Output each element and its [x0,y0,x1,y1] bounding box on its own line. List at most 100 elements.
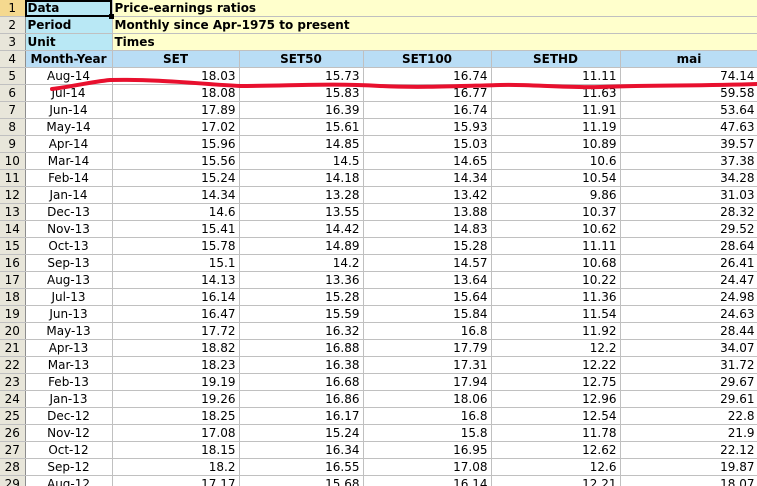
cell-month-year[interactable]: Jun-13 [25,305,113,323]
cell-month-year[interactable]: Apr-13 [25,339,113,357]
cell-sethd[interactable]: 10.54 [491,169,621,187]
cell-mai[interactable]: 39.57 [620,135,757,153]
fill-handle[interactable] [109,14,114,19]
cell-mai[interactable]: 24.63 [620,305,757,323]
cell-month-year[interactable]: Feb-13 [25,373,113,391]
cell-month-year[interactable]: Jun-14 [25,101,113,119]
row-header[interactable]: 22 [0,356,26,374]
cell-mai[interactable]: 28.64 [620,237,757,255]
cell-mai[interactable]: 28.44 [620,322,757,340]
cell-set[interactable]: 14.34 [112,186,240,204]
row-header[interactable]: 28 [0,458,26,476]
cell-mai[interactable]: 24.47 [620,271,757,289]
cell-set50[interactable]: 16.88 [239,339,364,357]
cell-set[interactable]: 14.13 [112,271,240,289]
cell-set50[interactable]: 15.28 [239,288,364,306]
cell-set50[interactable]: 16.17 [239,407,364,425]
cell-mai[interactable]: 34.07 [620,339,757,357]
row-header[interactable]: 26 [0,424,26,442]
cell-set100[interactable]: 15.84 [363,305,492,323]
cell-set[interactable]: 17.08 [112,424,240,442]
cell-sethd[interactable]: 12.6 [491,458,621,476]
cell-month-year[interactable]: Oct-13 [25,237,113,255]
cell-set50[interactable]: 15.68 [239,475,364,486]
cell-month-year[interactable]: Aug-13 [25,271,113,289]
cell-sethd[interactable]: 10.22 [491,271,621,289]
cell-set100[interactable]: 13.42 [363,186,492,204]
row-header[interactable]: 2 [0,16,26,34]
cell-sethd[interactable]: 10.62 [491,220,621,238]
row-header[interactable]: 5 [0,67,26,85]
cell-month-year[interactable]: May-14 [25,118,113,136]
cell-mai[interactable]: 31.72 [620,356,757,374]
cell-set50[interactable]: 15.83 [239,84,364,102]
cell-month-year[interactable]: Jul-13 [25,288,113,306]
row-header[interactable]: 24 [0,390,26,408]
cell-set50[interactable]: 14.89 [239,237,364,255]
row-header[interactable]: 16 [0,254,26,272]
cell-month-year[interactable]: Mar-14 [25,152,113,170]
cell-set100[interactable]: 15.03 [363,135,492,153]
cell-set[interactable]: 15.78 [112,237,240,255]
cell-sethd[interactable]: 11.78 [491,424,621,442]
cell-month-year[interactable]: Aug-14 [25,67,113,85]
cell-mai[interactable]: 53.64 [620,101,757,119]
row-header[interactable]: 19 [0,305,26,323]
cell-sethd[interactable]: 12.2 [491,339,621,357]
header-set[interactable]: SET [112,50,240,68]
cell-set50[interactable]: 14.5 [239,152,364,170]
cell-set[interactable]: 16.14 [112,288,240,306]
cell-month-year[interactable]: Dec-13 [25,203,113,221]
row-header[interactable]: 13 [0,203,26,221]
cell-set100[interactable]: 15.8 [363,424,492,442]
row-header[interactable]: 11 [0,169,26,187]
cell-month-year[interactable]: Jul-14 [25,84,113,102]
cell-sethd[interactable]: 12.21 [491,475,621,486]
cell-sethd[interactable]: 12.96 [491,390,621,408]
cell-month-year[interactable]: Jan-13 [25,390,113,408]
cell-set100[interactable]: 16.74 [363,67,492,85]
row-header[interactable]: 7 [0,101,26,119]
header-month-year[interactable]: Month-Year [25,50,113,68]
cell-mai[interactable]: 29.67 [620,373,757,391]
cell-set50[interactable]: 13.36 [239,271,364,289]
cell-set[interactable]: 18.23 [112,356,240,374]
cell-set[interactable]: 18.2 [112,458,240,476]
cell-set50[interactable]: 14.85 [239,135,364,153]
row-header[interactable]: 14 [0,220,26,238]
cell-set[interactable]: 17.72 [112,322,240,340]
cell-set100[interactable]: 14.65 [363,152,492,170]
header-sethd[interactable]: SETHD [491,50,621,68]
cell-set100[interactable]: 16.8 [363,322,492,340]
cell-set[interactable]: 17.17 [112,475,240,486]
cell-sethd[interactable]: 10.37 [491,203,621,221]
cell-mai[interactable]: 74.14 [620,67,757,85]
row-header[interactable]: 10 [0,152,26,170]
cell-set[interactable]: 16.47 [112,305,240,323]
cell-mai[interactable]: 21.9 [620,424,757,442]
cell-sethd[interactable]: 10.6 [491,152,621,170]
row-header[interactable]: 27 [0,441,26,459]
cell-mai[interactable]: 18.07 [620,475,757,486]
cell-month-year[interactable]: Sep-12 [25,458,113,476]
cell-set100[interactable]: 14.57 [363,254,492,272]
cell-month-year[interactable]: Mar-13 [25,356,113,374]
cell-set50[interactable]: 14.2 [239,254,364,272]
cell-set50[interactable]: 15.61 [239,118,364,136]
cell-mai[interactable]: 37.38 [620,152,757,170]
cell-set100[interactable]: 14.34 [363,169,492,187]
cell-sethd[interactable]: 11.36 [491,288,621,306]
row-header[interactable]: 29 [0,475,26,486]
cell-set[interactable]: 15.56 [112,152,240,170]
cell-set50[interactable]: 16.55 [239,458,364,476]
row-header[interactable]: 6 [0,84,26,102]
cell-sethd[interactable]: 12.62 [491,441,621,459]
cell-mai[interactable]: 31.03 [620,186,757,204]
cell-set100[interactable]: 17.31 [363,356,492,374]
cell-set100[interactable]: 17.79 [363,339,492,357]
cell-set50[interactable]: 16.39 [239,101,364,119]
cell-mai[interactable]: 22.8 [620,407,757,425]
cell-set100[interactable]: 17.08 [363,458,492,476]
cell-set[interactable]: 18.82 [112,339,240,357]
cell-set100[interactable]: 18.06 [363,390,492,408]
